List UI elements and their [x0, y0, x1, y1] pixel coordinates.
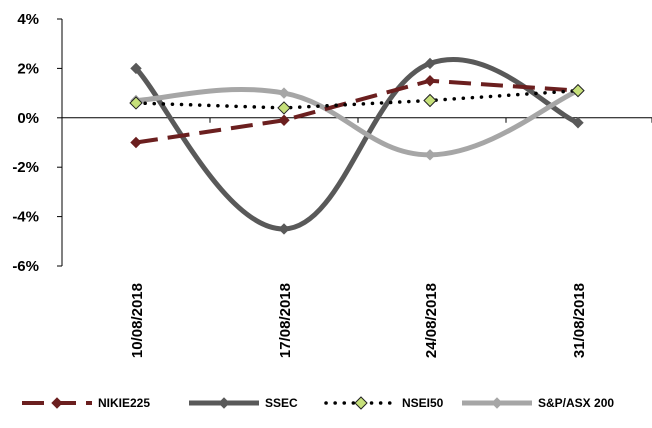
legend-marker: [354, 396, 368, 410]
legend-label: NIKIE225: [98, 396, 150, 410]
series-line-nsei50: [134, 88, 580, 110]
x-tick-label: 31/08/2018: [571, 283, 588, 358]
data-point-nsei50: [129, 96, 143, 110]
legend: NIKIE225 SSEC NSEI50 S&P/ASX 200: [22, 396, 614, 410]
y-axis: -6% -4% -2% 0% 2% 4%: [12, 11, 63, 275]
series-layer: [129, 56, 585, 235]
legend-item-ssec: SSEC: [189, 396, 298, 410]
data-point-nsei50: [423, 93, 437, 108]
legend-item-nsei50: NSEI50: [324, 396, 444, 410]
y-tick-label: -2%: [12, 159, 39, 176]
legend-label: NSEI50: [402, 396, 444, 410]
legend-item-s-p-asx-200: S&P/ASX 200: [462, 396, 614, 410]
series-line-ssec: [134, 56, 580, 232]
data-point-nikie225: [278, 114, 290, 126]
data-point-s-p-asx-200: [424, 149, 436, 161]
data-point-ssec: [424, 57, 436, 70]
x-tick-label: 10/08/2018: [129, 283, 146, 358]
data-point-ssec: [278, 223, 290, 235]
y-tick-label: -4%: [12, 209, 39, 226]
legend-label: SSEC: [265, 396, 298, 410]
series-line-nikie225: [135, 78, 579, 145]
y-tick-label: 4%: [17, 11, 39, 28]
series-line-s-p-asx-200: [135, 86, 580, 158]
data-point-nsei50: [571, 83, 585, 98]
data-point-nikie225: [424, 75, 436, 87]
y-tick-label: -6%: [12, 258, 39, 275]
legend-marker: [491, 397, 503, 409]
y-tick-label: 2%: [17, 60, 39, 77]
x-tick-label: 17/08/2018: [277, 283, 294, 358]
data-point-ssec: [130, 62, 142, 75]
legend-item-nikie225: NIKIE225: [22, 396, 150, 410]
x-tick-label: 24/08/2018: [423, 283, 440, 358]
data-point-nsei50: [277, 101, 291, 115]
data-point-s-p-asx-200: [278, 87, 290, 99]
legend-label: S&P/ASX 200: [538, 396, 614, 410]
data-point-nikie225: [130, 136, 142, 149]
y-tick-label: 0%: [17, 110, 39, 127]
legend-marker: [218, 397, 230, 409]
x-axis: 10/08/2018 17/08/2018 24/08/2018 31/08/2018: [61, 117, 652, 358]
legend-marker: [51, 397, 63, 409]
data-point-ssec: [572, 117, 584, 129]
